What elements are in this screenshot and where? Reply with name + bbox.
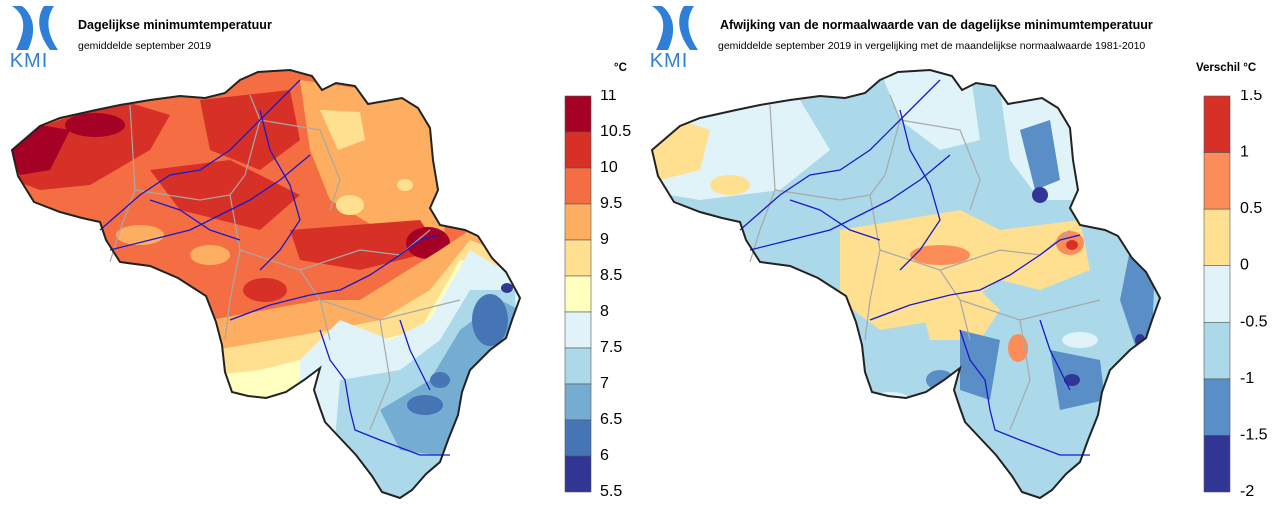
legend-color-swatch: [564, 203, 592, 241]
legend-tick-label: 1: [1240, 144, 1249, 161]
right-map-panel: KMI Afwijking van de normaalwaarde van d…: [640, 0, 1280, 507]
legend-tick-label: 8: [600, 303, 609, 320]
legend-tick-label: 11: [600, 90, 617, 104]
legend-color-swatch: [564, 95, 592, 133]
legend-tick-label: 7.5: [600, 339, 622, 356]
left-temperature-map: [10, 68, 522, 500]
legend-color-swatch: [564, 167, 592, 205]
left-map-subtitle: gemiddelde september 2019: [78, 40, 212, 52]
legend-color-swatch: [1203, 265, 1231, 323]
legend-color-swatch: [1203, 208, 1231, 267]
right-legend-unit: Verschil °C: [1196, 62, 1257, 74]
legend-color-swatch: [564, 239, 592, 277]
kmi-logo: [6, 4, 60, 74]
legend-tick-label: 7: [600, 375, 609, 392]
legend-tick-label: -1: [1240, 370, 1254, 387]
kmi-logo-text: KMI: [649, 50, 689, 72]
legend-color-swatch: [564, 311, 592, 349]
legend-tick-label: 6.5: [600, 411, 622, 428]
legend-tick-label: 10: [600, 159, 618, 176]
legend-color-swatch: [1203, 378, 1231, 436]
left-map-panel: KMI Dagelijkse minimumtemperatuur gemidd…: [6, 4, 631, 500]
legend-tick-label: 5.5: [600, 483, 622, 500]
left-color-legend: 11 10.5 10 9.5 9 8.5 8 7.5 7 6.5 6 5.5: [564, 90, 631, 500]
legend-tick-label: 8.5: [600, 267, 622, 284]
legend-color-swatch: [1203, 95, 1231, 153]
kmi-logo-text: KMI: [9, 50, 49, 72]
legend-tick-label: 6: [600, 447, 609, 464]
legend-color-swatch: [564, 347, 592, 385]
right-map-subtitle: gemiddelde september 2019 in vergelijkin…: [718, 40, 1146, 52]
left-map-title: Dagelijkse minimumtemperatuur: [78, 18, 272, 32]
legend-tick-label: -2: [1240, 483, 1254, 500]
legend-tick-label: 1.5: [1240, 90, 1262, 104]
legend-tick-label: 9.5: [600, 195, 622, 212]
legend-color-swatch: [564, 455, 592, 493]
legend-tick-label: 0: [1240, 257, 1249, 274]
legend-color-swatch: [564, 419, 592, 457]
right-anomaly-map: [650, 68, 1162, 500]
kmi-logo: [646, 4, 700, 74]
right-map-title: Afwijking van de normaalwaarde van de da…: [720, 18, 1153, 32]
legend-color-swatch: [1203, 435, 1231, 493]
legend-tick-label: -1.5: [1240, 426, 1268, 443]
legend-tick-label: 9: [600, 231, 609, 248]
legend-color-swatch: [1203, 321, 1231, 380]
right-color-legend: 1.5 1 0.5 0 -0.5 -1 -1.5 -2: [1203, 90, 1268, 500]
legend-color-swatch: [564, 383, 592, 421]
legend-tick-label: 10.5: [600, 123, 631, 140]
legend-color-swatch: [1203, 152, 1231, 210]
legend-color-swatch: [564, 275, 592, 313]
legend-color-swatch: [564, 131, 592, 169]
legend-tick-label: -0.5: [1240, 313, 1268, 330]
left-legend-unit: °C: [614, 62, 627, 74]
legend-tick-label: 0.5: [1240, 200, 1262, 217]
